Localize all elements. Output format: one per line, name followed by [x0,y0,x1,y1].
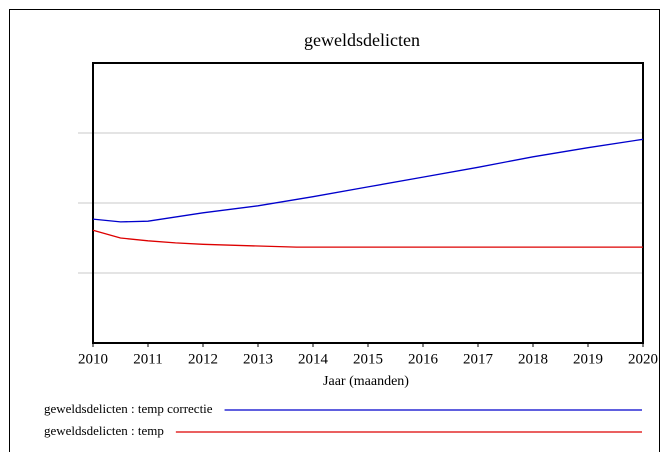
chart-title: geweldsdelicten [304,30,420,50]
x-tick-label: 2014 [298,351,329,367]
x-tick-label: 2016 [408,351,439,367]
x-tick-label: 2018 [518,351,548,367]
x-tick-label: 2013 [243,351,273,367]
frame [9,9,660,452]
legend-label: geweldsdelicten : temp correctie [44,401,213,416]
x-tick-label: 2020 [628,351,658,367]
x-tick-label: 2011 [133,351,162,367]
x-tick-label: 2017 [463,351,494,367]
legend-label: geweldsdelicten : temp [44,423,164,438]
x-tick-label: 2015 [353,351,383,367]
x-axis-label: Jaar (maanden) [323,374,409,389]
x-tick-label: 2019 [573,351,603,367]
x-tick-label: 2012 [188,351,218,367]
plot-area [92,62,644,344]
series-line [92,229,643,248]
series-line [92,138,644,223]
x-tick-label: 2010 [78,351,108,367]
